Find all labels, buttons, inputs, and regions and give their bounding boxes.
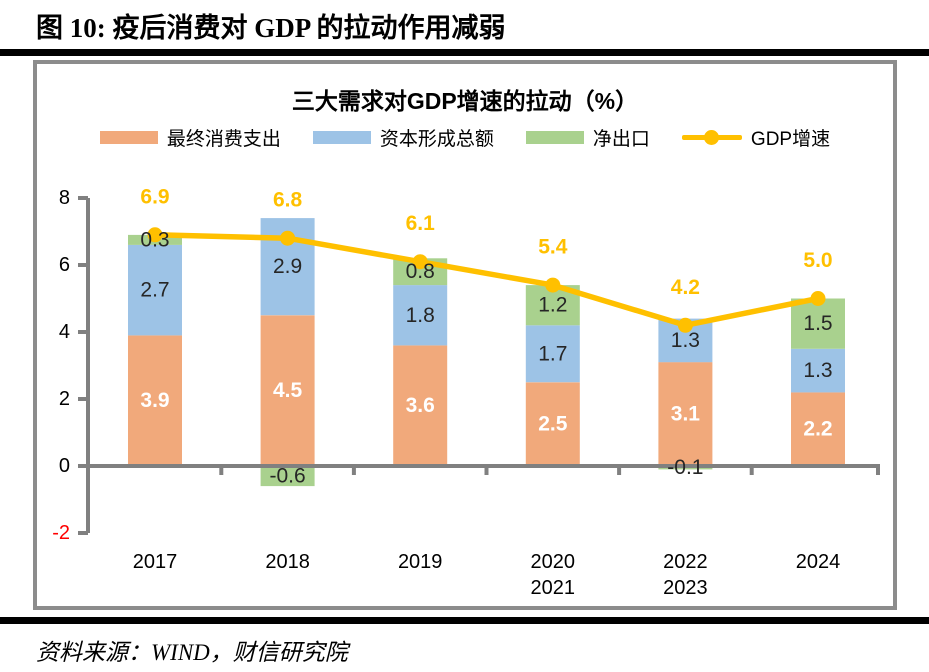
- gdp-value-label: 6.1: [406, 212, 436, 235]
- x-category-label: 2017: [133, 551, 178, 573]
- stacked-bar-chart: 3.9 2.7 0.3 4.5 2.9 -0.6 3.6 1.8 0.8 2.5 1.7 1.2 3.1…: [52, 185, 880, 599]
- bar-segment: [791, 392, 845, 466]
- gdp-value-label: 6.9: [140, 185, 169, 208]
- chart-panel: 三大需求对GDP增速的拉动（%） 最终消费支出 资本形成总额 净出口 GDP增速: [33, 60, 897, 610]
- capital-swatch: [312, 131, 371, 144]
- bar-segment: [260, 466, 315, 487]
- bar-segment: [260, 315, 315, 467]
- legend-label-netexport: 净出口: [592, 129, 650, 150]
- bar-value-label: 3.9: [140, 389, 169, 412]
- bar-value-label: -0.1: [667, 456, 703, 479]
- gdp-line-path: [152, 232, 821, 329]
- legend-label-capital: 资本形成总额: [379, 129, 494, 150]
- figure-title: 图 10: 疫后消费对 GDP 的拉动作用减弱: [36, 13, 506, 43]
- gdp-value-label: 6.8: [273, 189, 303, 212]
- legend-item-capital: 资本形成总额: [312, 124, 494, 151]
- bar-value-label: 3.6: [406, 394, 435, 417]
- bar-value-label: 1.2: [538, 294, 567, 317]
- x-category-label: 2023: [663, 577, 708, 599]
- bar-value-label: 2.5: [538, 413, 568, 436]
- gdp-line: [147, 227, 826, 333]
- x-category-label: 2019: [398, 551, 443, 573]
- y-tick-label: 4: [59, 321, 70, 343]
- bar-value-label: 1.5: [803, 312, 832, 335]
- y-axis-tick-labels: 8 6 4 2 0 -2: [52, 187, 70, 544]
- source-rule: [0, 617, 929, 624]
- bar-value-label: 0.3: [140, 228, 169, 251]
- gdp-point-marker: [147, 227, 163, 243]
- bar-segment: [791, 348, 845, 393]
- gdp-point-marker: [280, 230, 296, 246]
- title-rule: [0, 49, 929, 56]
- x-category-label: 2020: [531, 551, 576, 573]
- gdp-value-label: 4.2: [671, 276, 700, 299]
- axes: [78, 196, 880, 535]
- legend-item-gdp-line: GDP增速: [681, 124, 831, 151]
- gdp-value-labels: 6.9 6.8 6.1 5.4 4.2 5.0: [140, 185, 832, 298]
- gdp-value-label: 5.0: [803, 249, 832, 272]
- bar-value-label: 1.8: [406, 304, 435, 327]
- bar-value-label: 2.2: [803, 418, 832, 441]
- bar-segment: [128, 244, 182, 336]
- legend-item-consumption: 最终消费支出: [99, 124, 281, 151]
- bar-segment: [791, 298, 845, 349]
- netexport-swatch: [525, 131, 584, 144]
- y-tick-label: 0: [59, 455, 70, 477]
- bar-segment: [393, 285, 448, 346]
- bar-value-label: 1.7: [538, 342, 567, 365]
- bar-value-labels: 3.9 2.7 0.3 4.5 2.9 -0.6 3.6 1.8 0.8 2.5 1.7 1.2 3.1…: [140, 228, 832, 487]
- bar-value-label: -0.6: [270, 465, 306, 488]
- gdp-point-marker: [412, 254, 428, 270]
- bar-segment: [658, 362, 713, 466]
- bar-value-label: 1.3: [803, 359, 832, 382]
- y-tick-label: 2: [59, 388, 70, 410]
- legend-item-netexport: 净出口: [525, 124, 650, 151]
- y-tick-label: -2: [52, 522, 70, 544]
- x-category-label: 2021: [531, 577, 576, 599]
- chart-legend: 最终消费支出 资本形成总额 净出口 GDP增速: [37, 124, 893, 151]
- bar-value-label: 0.8: [406, 260, 435, 283]
- bar-segments: [128, 218, 845, 487]
- gdp-point-marker: [545, 277, 561, 293]
- bar-value-label: 2.7: [140, 279, 169, 302]
- bar-segment: [393, 345, 448, 466]
- bar-segment: [525, 382, 580, 467]
- bar-value-label: 2.9: [273, 255, 302, 278]
- gdp-value-label: 5.4: [538, 236, 568, 259]
- source-note: 资料来源：WIND，财信研究院: [36, 640, 348, 665]
- x-category-label: 2018: [265, 551, 310, 573]
- x-category-label: 2022: [663, 551, 708, 573]
- y-tick-label: 8: [59, 187, 70, 209]
- bar-value-label: 4.5: [273, 379, 303, 402]
- gdp-point-marker: [677, 317, 693, 333]
- consumption-swatch: [99, 131, 158, 144]
- x-category-label: 2024: [796, 551, 841, 573]
- x-axis-category-labels: 2017 2018 2019 2020 2021 2022 2023 2024: [133, 551, 841, 599]
- chart-title: 三大需求对GDP增速的拉动（%）: [291, 88, 639, 114]
- bar-value-label: 1.3: [671, 329, 700, 352]
- gdp-line-marker-icon: [681, 130, 742, 145]
- bar-segment: [128, 335, 182, 467]
- gdp-dot-swatch: [703, 130, 719, 145]
- bar-value-label: 3.1: [671, 403, 701, 426]
- legend-label-gdp: GDP增速: [750, 129, 831, 150]
- legend-label-consumption: 最终消费支出: [166, 129, 281, 150]
- gdp-point-marker: [810, 291, 826, 306]
- y-tick-label: 6: [59, 254, 70, 276]
- bar-segment: [525, 325, 580, 383]
